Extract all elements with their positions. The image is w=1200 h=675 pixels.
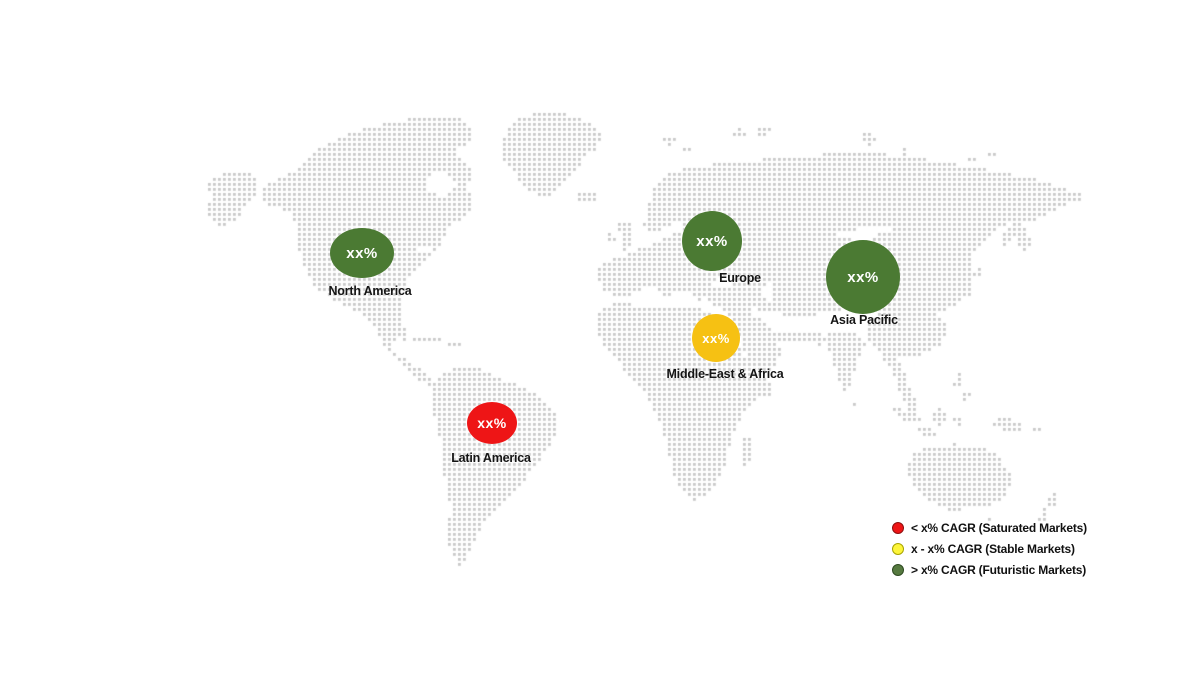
bubble-north-america: xx% <box>330 228 394 278</box>
legend-label: < x% CAGR (Saturated Markets) <box>911 521 1087 535</box>
legend-dot-yellow-icon <box>892 543 904 555</box>
label-asia-pacific: Asia Pacific <box>830 313 898 327</box>
label-europe: Europe <box>719 271 761 285</box>
legend-dot-red-icon <box>892 522 904 534</box>
legend-item-stable: x - x% CAGR (Stable Markets) <box>892 542 1087 556</box>
bubble-middle-east-africa: xx% <box>692 314 740 362</box>
bubble-asia-pacific: xx% <box>826 240 900 314</box>
label-north-america: North America <box>328 284 412 298</box>
label-latin-america: Latin America <box>451 451 531 465</box>
legend-item-futuristic: > x% CAGR (Futuristic Markets) <box>892 563 1087 577</box>
legend-item-saturated: < x% CAGR (Saturated Markets) <box>892 521 1087 535</box>
bubble-latin-america: xx% <box>467 402 517 444</box>
label-middle-east-africa: Middle-East & Africa <box>666 367 784 381</box>
legend: < x% CAGR (Saturated Markets) x - x% CAG… <box>892 521 1087 584</box>
legend-dot-green-icon <box>892 564 904 576</box>
legend-label: x - x% CAGR (Stable Markets) <box>911 542 1075 556</box>
bubble-europe: xx% <box>682 211 742 271</box>
legend-label: > x% CAGR (Futuristic Markets) <box>911 563 1087 577</box>
